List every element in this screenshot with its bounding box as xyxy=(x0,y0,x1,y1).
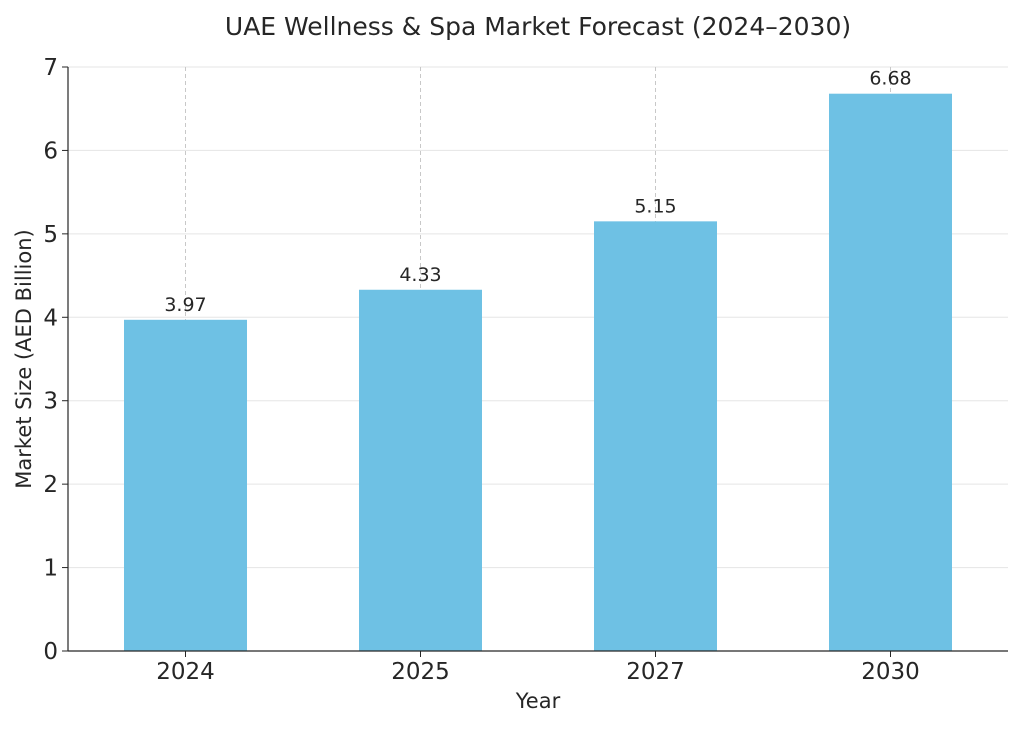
data-label: 3.97 xyxy=(164,294,206,316)
y-axis-label: Market Size (AED Billion) xyxy=(12,229,36,488)
y-tick-label: 3 xyxy=(43,389,58,415)
bar-2030 xyxy=(829,93,952,651)
data-label: 4.33 xyxy=(399,264,441,286)
bar-2027 xyxy=(594,221,717,652)
bars xyxy=(124,93,952,652)
y-tick-label: 2 xyxy=(43,472,58,498)
x-tick-label: 2027 xyxy=(626,659,685,685)
data-label: 5.15 xyxy=(634,195,676,217)
bar-2025 xyxy=(359,289,482,651)
bar-2024 xyxy=(124,319,247,651)
data-label: 6.68 xyxy=(869,68,911,90)
y-tick-label: 4 xyxy=(43,305,58,331)
chart-title: UAE Wellness & Spa Market Forecast (2024… xyxy=(225,12,851,41)
y-tick-label: 1 xyxy=(43,556,58,582)
y-tick-label: 0 xyxy=(43,639,58,665)
x-tick-label: 2030 xyxy=(861,659,920,685)
y-tick-label: 7 xyxy=(43,55,58,81)
y-tick-label: 6 xyxy=(43,138,58,164)
x-tick-label: 2025 xyxy=(391,659,450,685)
labels: 0 1 2 3 4 5 6 7 2024 3.97 2025 4.33 2027 5.15 2030 6.68 xyxy=(43,55,919,685)
y-tick-label: 5 xyxy=(43,222,58,248)
x-tick-label: 2024 xyxy=(156,659,215,685)
axes xyxy=(62,66,1008,657)
x-axis-label: Year xyxy=(515,689,561,713)
